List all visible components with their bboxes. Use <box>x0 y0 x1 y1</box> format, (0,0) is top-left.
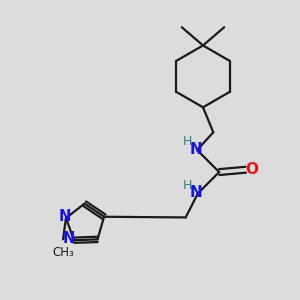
Text: N: N <box>189 142 202 157</box>
Text: O: O <box>246 162 259 177</box>
Text: CH₃: CH₃ <box>52 246 74 259</box>
Text: N: N <box>58 209 71 224</box>
Text: N: N <box>190 185 202 200</box>
Text: H: H <box>183 135 192 148</box>
Text: N: N <box>62 231 75 246</box>
Text: H: H <box>183 178 192 191</box>
